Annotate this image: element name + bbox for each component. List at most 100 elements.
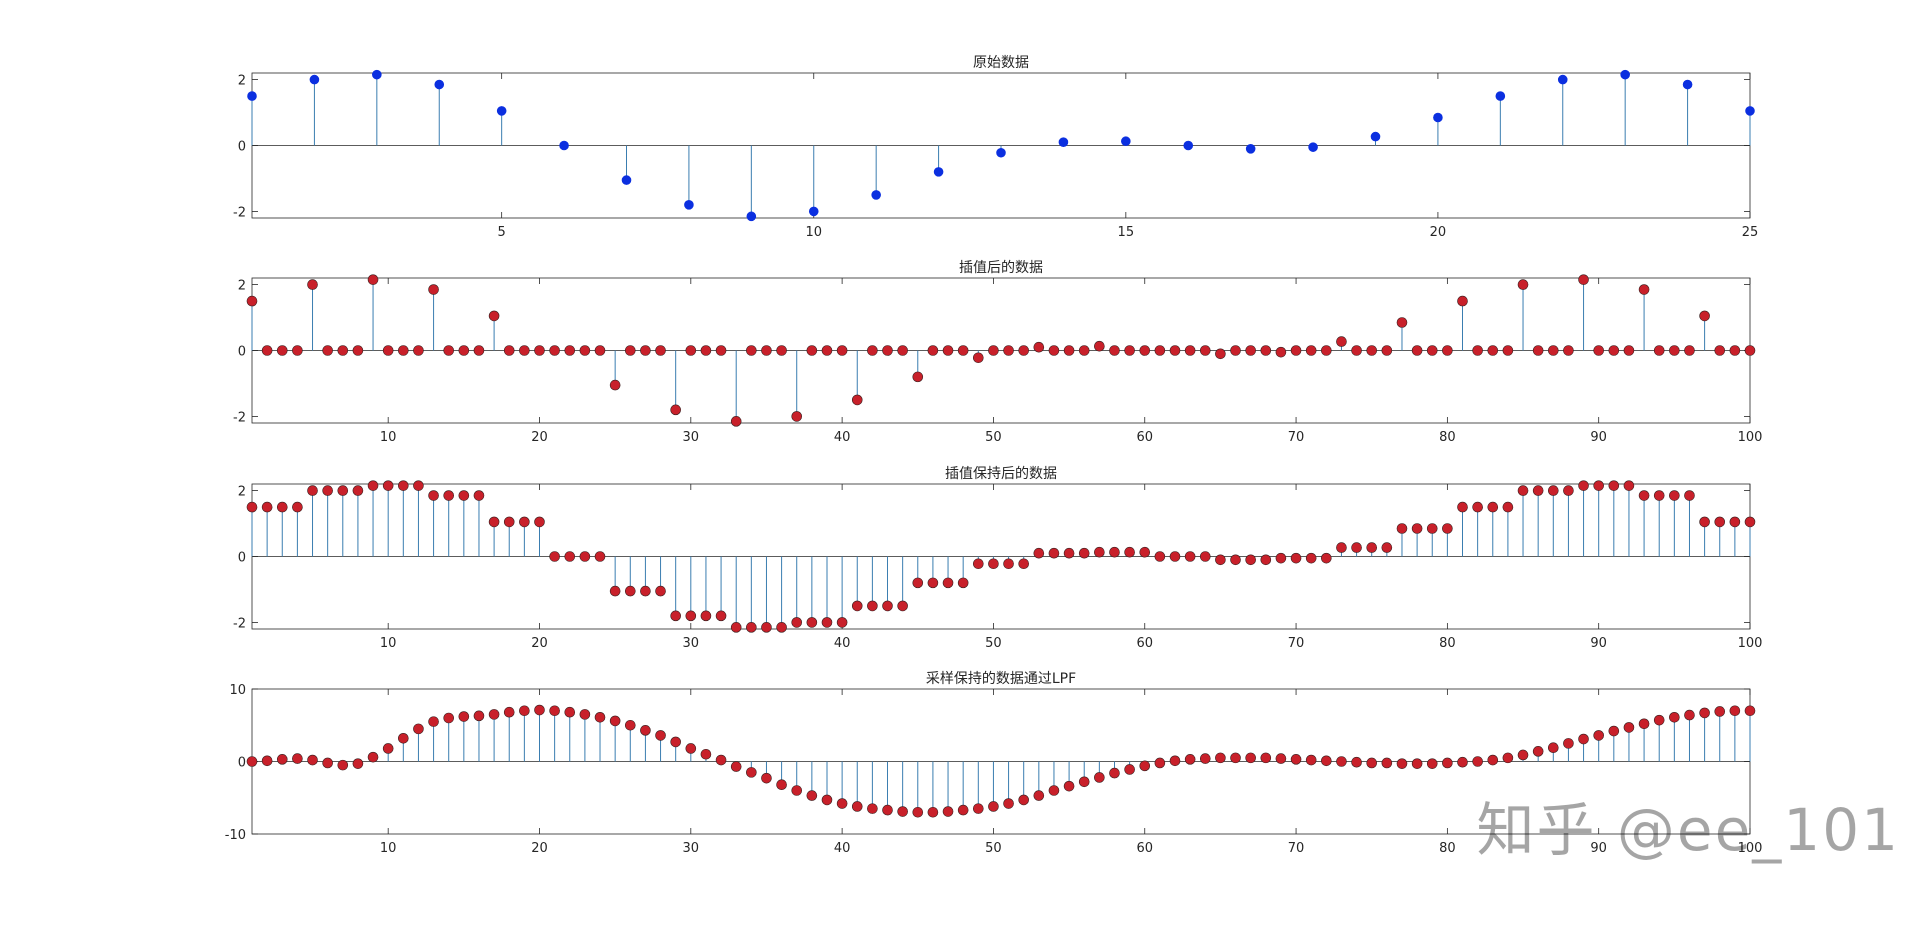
data-point bbox=[579, 345, 591, 356]
data-point bbox=[1154, 551, 1166, 562]
data-point bbox=[933, 167, 944, 177]
x-tick-label: 40 bbox=[834, 430, 851, 445]
data-point bbox=[1260, 345, 1272, 356]
x-tick-label: 100 bbox=[1738, 636, 1763, 651]
data-point bbox=[1669, 711, 1680, 723]
y-tick-label: 0 bbox=[238, 140, 246, 155]
data-point bbox=[322, 757, 333, 769]
data-point bbox=[352, 345, 364, 356]
data-point bbox=[1078, 547, 1090, 559]
data-point bbox=[1653, 345, 1665, 356]
x-tick-label: 40 bbox=[834, 841, 851, 856]
data-point bbox=[1290, 345, 1302, 356]
data-point bbox=[808, 206, 819, 217]
data-point bbox=[261, 755, 273, 767]
data-point bbox=[1366, 542, 1378, 553]
data-point bbox=[1245, 752, 1256, 764]
data-point bbox=[1215, 752, 1226, 764]
data-point bbox=[973, 803, 984, 814]
data-point bbox=[685, 743, 697, 754]
data-point bbox=[1638, 718, 1650, 730]
data-point bbox=[458, 490, 470, 501]
data-point bbox=[942, 345, 954, 356]
data-point bbox=[1487, 345, 1499, 356]
data-point bbox=[609, 379, 621, 391]
data-point bbox=[791, 411, 803, 422]
data-point bbox=[1457, 295, 1468, 307]
data-point bbox=[776, 345, 787, 356]
data-point bbox=[1517, 279, 1529, 290]
data-point bbox=[1411, 345, 1423, 356]
data-point bbox=[1578, 733, 1589, 745]
data-point bbox=[624, 345, 636, 356]
data-point bbox=[1058, 137, 1069, 148]
data-point bbox=[1275, 346, 1287, 358]
data-point bbox=[1094, 340, 1105, 352]
data-point bbox=[957, 804, 969, 816]
data-point bbox=[503, 516, 515, 528]
data-point bbox=[1124, 764, 1135, 775]
data-point bbox=[1532, 485, 1544, 496]
data-point bbox=[1744, 345, 1756, 356]
x-tick-label: 10 bbox=[380, 841, 397, 856]
data-point bbox=[700, 748, 712, 760]
data-point bbox=[700, 345, 712, 356]
data-point bbox=[1472, 756, 1483, 767]
data-point bbox=[372, 69, 382, 80]
data-point bbox=[1078, 345, 1090, 356]
data-point bbox=[398, 480, 409, 491]
data-point bbox=[670, 404, 681, 416]
data-point bbox=[1684, 490, 1695, 501]
data-point bbox=[1321, 552, 1332, 564]
data-point bbox=[1608, 480, 1620, 491]
x-tick-label: 90 bbox=[1590, 430, 1607, 445]
x-tick-label: 5 bbox=[498, 225, 506, 240]
data-point bbox=[1048, 547, 1060, 559]
data-point bbox=[821, 794, 833, 806]
data-point bbox=[246, 756, 258, 767]
data-point bbox=[1275, 753, 1287, 764]
data-point bbox=[428, 284, 439, 295]
data-point bbox=[730, 622, 742, 633]
data-point bbox=[413, 480, 424, 491]
data-point bbox=[413, 723, 424, 735]
data-point bbox=[1048, 785, 1060, 796]
data-point bbox=[791, 785, 803, 796]
chart-title-2: 插值后的数据 bbox=[959, 260, 1043, 276]
data-point bbox=[1184, 551, 1196, 562]
data-point bbox=[443, 345, 455, 356]
data-point bbox=[1018, 345, 1029, 356]
y-tick-label: -2 bbox=[233, 205, 246, 220]
data-point bbox=[1366, 345, 1378, 356]
data-point bbox=[1199, 753, 1211, 764]
data-point bbox=[1308, 142, 1318, 152]
data-point bbox=[1199, 345, 1211, 356]
data-point bbox=[579, 709, 591, 720]
data-point bbox=[1729, 516, 1741, 528]
data-point bbox=[276, 754, 288, 765]
data-point bbox=[700, 610, 712, 622]
data-point bbox=[276, 345, 288, 356]
data-point bbox=[1653, 490, 1665, 501]
data-point bbox=[730, 416, 742, 427]
data-point bbox=[1593, 480, 1604, 491]
data-point bbox=[1620, 69, 1630, 80]
data-point bbox=[655, 585, 666, 597]
data-point bbox=[1472, 501, 1483, 513]
x-tick-label: 100 bbox=[1738, 841, 1763, 856]
x-tick-label: 30 bbox=[683, 636, 700, 651]
data-point bbox=[322, 345, 333, 356]
data-point bbox=[1260, 554, 1272, 566]
data-point bbox=[746, 211, 757, 222]
data-point bbox=[382, 743, 394, 754]
data-point bbox=[1714, 706, 1726, 717]
data-point bbox=[1714, 345, 1726, 356]
data-point bbox=[1370, 131, 1381, 142]
data-point bbox=[1245, 554, 1256, 566]
data-point bbox=[1215, 348, 1226, 360]
data-point bbox=[1669, 345, 1680, 356]
data-point bbox=[1003, 798, 1014, 809]
data-point bbox=[655, 345, 666, 356]
data-point bbox=[1169, 755, 1181, 767]
data-point bbox=[776, 622, 787, 633]
